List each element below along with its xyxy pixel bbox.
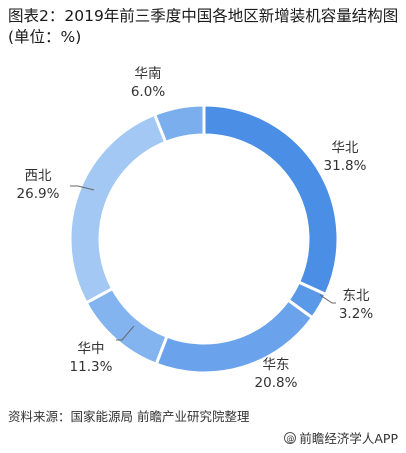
slice-value-label: 20.8%: [255, 375, 298, 391]
donut-slice-西北: [68, 112, 168, 305]
leader-line: [319, 294, 336, 304]
slice-value-label: 31.8%: [324, 158, 367, 174]
slice-category-label: 华北: [332, 140, 359, 156]
leader-line: [70, 185, 95, 191]
slice-category-label: 华南: [135, 66, 162, 82]
slice-category-label: 东北: [343, 288, 370, 304]
brand-credit: @ 前瞻经济学人APP: [284, 428, 398, 447]
donut-slices: [68, 103, 340, 375]
slice-category-label: 华东: [263, 357, 290, 373]
donut-slice-华南: [152, 103, 206, 145]
slice-value-label: 11.3%: [70, 359, 113, 375]
slice-category-label: 华中: [78, 341, 105, 357]
slice-value-label: 6.0%: [131, 84, 165, 100]
source-note: 资料来源：国家能源局 前瞻产业研究院整理: [8, 409, 250, 424]
brand-text: 前瞻经济学人APP: [299, 431, 398, 446]
slice-labels: 华北 31.8% 东北 3.2% 华东 20.8% 华中 11.3% 西北 26.9% 华南 6.0%: [17, 66, 374, 391]
chart-title: 图表2：2019年前三季度中国各地区新增装机容量结构图(单位：%): [8, 7, 399, 46]
label-leader-lines: [70, 185, 336, 341]
slice-value-label: 3.2%: [339, 306, 373, 322]
at-sign-icon: @: [284, 431, 297, 444]
slice-value-label: 26.9%: [17, 186, 60, 202]
donut-slice-华北: [202, 103, 340, 297]
slice-category-label: 西北: [25, 168, 52, 184]
leader-line: [116, 325, 135, 341]
